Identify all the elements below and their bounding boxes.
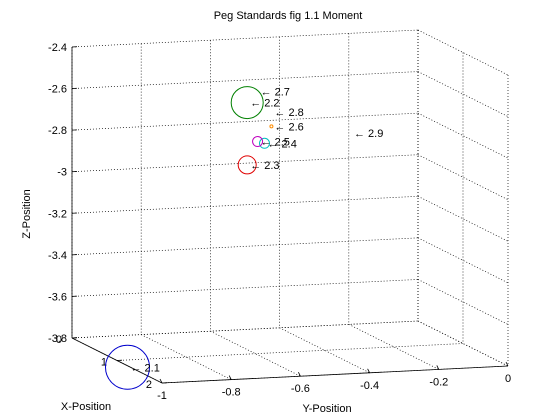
y-axis-line <box>161 365 509 384</box>
y-tick-mark <box>505 361 509 367</box>
z-axis-label: Z-Position <box>21 189 33 239</box>
x-tick-label: 1 <box>101 357 107 369</box>
z-tick-label: -3.8 <box>48 333 67 345</box>
y-tick-mark <box>228 375 232 380</box>
annotation-label: ← 2.9 <box>354 128 383 140</box>
y-tick-label: -1 <box>157 390 167 402</box>
annotation-label: ← 2.2 <box>250 98 279 110</box>
annotation-circle <box>269 124 274 129</box>
grid-line-z-back <box>71 154 419 173</box>
z-tick-label: -3 <box>57 167 67 179</box>
z-tick-label: -3.6 <box>48 291 67 303</box>
y-tick-label: -0.2 <box>429 376 448 388</box>
grid-line-y-floor <box>417 320 509 367</box>
annotation-circle <box>237 155 257 175</box>
annotation-circle <box>259 137 270 149</box>
y-axis-ticks: -1 -0.8 -0.6 -0.4 -0.2 0 <box>157 361 511 402</box>
annotation-circle <box>105 344 150 390</box>
axis-lines <box>71 47 509 384</box>
z-axis-ticks: -2.4 -2.6 -2.8 -3 -3.2 -3.4 -3.6 -3.8 <box>48 42 78 345</box>
y-tick-label: 0 <box>505 373 511 385</box>
y-tick-label: -0.8 <box>222 387 241 399</box>
data-annotations: ← 2.1 ← 2.2 ← 2.3 ← 2.4← 2.5 ← 2.6 ← 2.7 ← 2.8… <box>105 86 383 390</box>
y-tick-mark <box>298 372 301 377</box>
annotation-label: ← 2.6 <box>274 121 303 133</box>
z-tick-label: -3.2 <box>48 208 67 220</box>
annotation-label: ← 2.1 <box>131 362 160 374</box>
grid-line-z-back <box>71 29 419 48</box>
annotation-label: ← 2.4 <box>268 138 297 150</box>
grid-line-z-back <box>71 195 419 214</box>
grid-line-x-floor <box>116 343 464 361</box>
annotation-circle <box>252 136 264 148</box>
y-tick-mark <box>159 378 163 384</box>
grid-line-z-back <box>71 279 419 297</box>
annotation-circle <box>230 86 264 120</box>
grid-lines <box>71 29 509 384</box>
y-tick-mark <box>367 368 370 373</box>
x-tick-label: 2 <box>146 379 152 391</box>
z-tick-label: -2.8 <box>48 125 67 137</box>
annotation-label: ← 2.5 <box>261 137 290 149</box>
z-tick-label: -2.4 <box>48 42 67 54</box>
grid-line-z-back <box>71 71 419 89</box>
annotation-label: ← 2.3 <box>250 160 279 172</box>
y-axis-label: Y-Position <box>302 403 351 415</box>
y-tick-label: -0.6 <box>291 383 310 395</box>
grid-line-z-back <box>71 112 419 131</box>
y-tick-label: -0.4 <box>360 380 379 392</box>
grid-line-y-floor <box>348 324 439 370</box>
annotation-label: ← 2.8 <box>274 107 303 119</box>
z-tick-label: -2.6 <box>48 84 67 96</box>
z-tick-label: -3.4 <box>48 250 67 262</box>
grid-line-z-back <box>71 237 419 256</box>
grid-line-z-side <box>417 112 509 159</box>
x-tick-label: 0 <box>56 334 62 346</box>
y-tick-mark <box>436 365 440 370</box>
x-axis-label: X-Position <box>61 401 111 413</box>
grid-line-x-floor <box>71 320 419 339</box>
annotation-label: ← 2.7 <box>261 87 290 99</box>
chart-title: Peg Standards fig 1.1 Moment <box>214 10 363 22</box>
x-axis-ticks: 0 1 2 <box>56 334 168 391</box>
